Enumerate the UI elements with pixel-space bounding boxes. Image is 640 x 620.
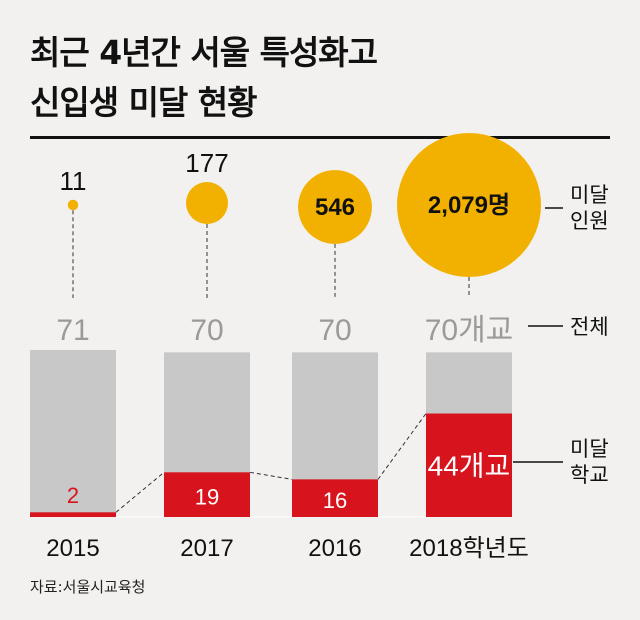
value-label-short-schools: 16: [323, 488, 347, 513]
title-line-2: 신입생 미달 현황: [30, 83, 258, 122]
bubble-short-students: [67, 199, 79, 211]
legend-short-students-label: 인원: [570, 209, 609, 233]
value-label-short-schools: 19: [195, 485, 219, 510]
trend-connector: [249, 471, 293, 480]
value-label-total: 70개교: [425, 314, 514, 347]
value-label-short-students: 177: [185, 148, 228, 178]
bar-short-schools: [292, 479, 378, 517]
value-label-short-students: 2,079명: [428, 192, 510, 219]
value-label-total: 70: [318, 314, 351, 347]
category-label: 2017: [180, 535, 233, 562]
value-label-short-students: 546: [315, 194, 355, 221]
legend-short-schools-label: 미달: [570, 437, 609, 461]
chart-title: 최근 4년간 서울 특성화고 신입생 미달 현황: [30, 28, 378, 128]
bubble-short-students: [298, 170, 372, 244]
bar-short-schools: [164, 472, 250, 517]
value-label-short-students: 11: [60, 166, 87, 196]
trend-connector: [377, 413, 427, 480]
value-label-total: 70: [190, 314, 223, 347]
bar-short-schools: [426, 413, 512, 517]
category-label: 2015: [46, 535, 99, 562]
trend-connector: [115, 471, 165, 513]
category-label: 2018학년도: [409, 535, 529, 562]
legend-total-label: 전체: [570, 315, 609, 339]
value-label-total: 71: [56, 314, 89, 347]
bar-total: [30, 350, 116, 517]
source-note: 자료:서울시교육청: [30, 578, 146, 596]
bubble-short-students: [397, 133, 541, 277]
category-label: 2016: [308, 535, 361, 562]
value-label-short-schools: 44개교: [428, 450, 511, 481]
legend-short-students-label: 미달: [570, 183, 609, 207]
title-line-1: 최근 4년간 서울 특성화고: [30, 33, 378, 72]
title-divider: [30, 136, 610, 139]
bubble-short-students: [185, 181, 229, 225]
value-label-short-schools: 2: [67, 483, 79, 508]
bar-short-schools: [30, 512, 116, 517]
legend-short-schools-label: 학교: [570, 463, 609, 487]
